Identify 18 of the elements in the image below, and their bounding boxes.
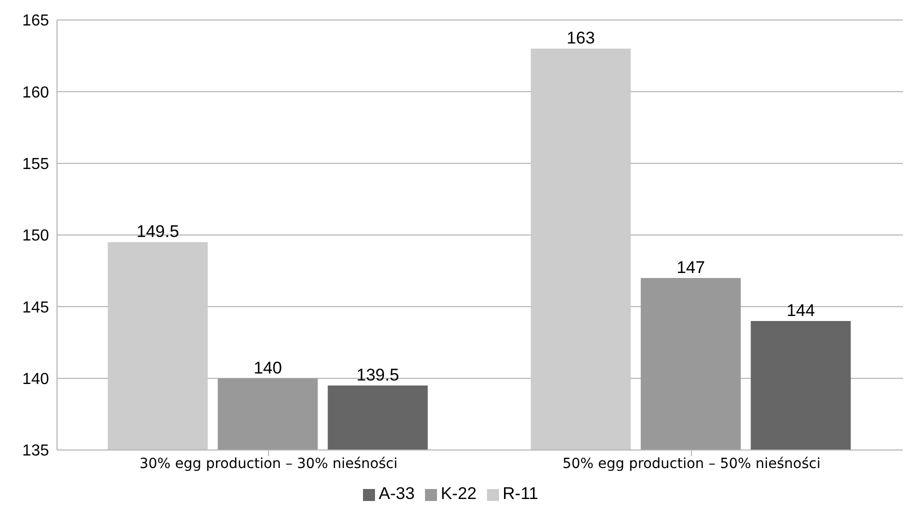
legend-label: K-22 [440,484,477,503]
data-label: 144 [786,301,815,320]
y-tick-label: 155 [22,156,50,174]
y-tick-label: 145 [22,299,50,316]
x-tick-label: 50% egg production – 50% nieśności [562,456,821,472]
data-label: 163 [566,28,595,48]
y-tick-label: 140 [22,371,50,388]
y-tick-label: 150 [22,228,50,245]
data-label: 140 [254,358,282,378]
legend-label: A-33 [378,484,415,503]
y-tick-label: 165 [22,12,50,30]
data-label: 147 [676,258,705,277]
y-tick-label: 160 [22,84,50,102]
data-label: 139.5 [356,366,400,384]
x-tick-label: 30% egg production – 30% nieśności [139,456,398,472]
data-label: 149.5 [136,222,180,242]
y-tick-label: 135 [22,442,50,460]
legend-label: R-11 [502,484,538,503]
